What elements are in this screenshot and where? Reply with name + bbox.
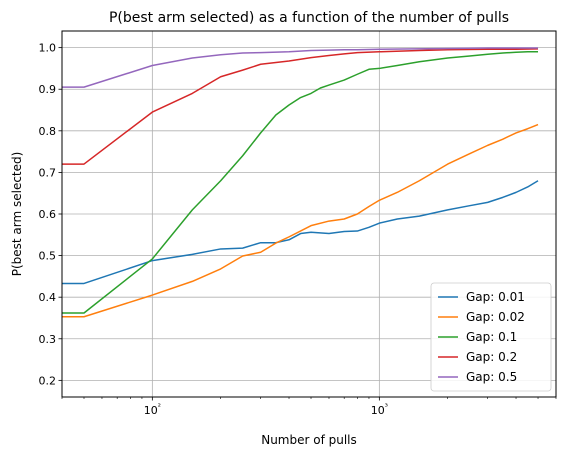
y-tick-label: 0.4 xyxy=(39,291,57,304)
legend: Gap: 0.01 Gap: 0.02 Gap: 0.1 Gap: 0.2 Gap: 0… xyxy=(430,282,552,392)
legend-entry: Gap: 0.2 xyxy=(466,350,517,364)
legend-entry: Gap: 0.5 xyxy=(466,370,517,384)
y-tick-label: 1.0 xyxy=(39,42,57,55)
series-line-1 xyxy=(62,180,539,285)
ticks-layer: 0.2 0.3 0.4 0.5 0.6 0.7 0.8 0.9 1.0 10² 10³ xyxy=(39,42,557,417)
y-tick-label: 0.5 xyxy=(39,250,57,263)
legend-box xyxy=(430,282,552,392)
y-tick-label: 0.9 xyxy=(39,83,57,96)
series-line-2 xyxy=(62,123,539,318)
y-tick-label: 0.8 xyxy=(39,125,57,138)
y-tick-label: 0.3 xyxy=(39,333,57,346)
x-axis-label: Number of pulls xyxy=(261,433,357,447)
y-tick-label: 0.2 xyxy=(39,374,57,387)
y-tick-label: 0.7 xyxy=(39,166,57,179)
x-tick-label: 10² xyxy=(144,402,161,417)
legend-entry: Gap: 0.01 xyxy=(466,290,525,304)
x-tick-label: 10³ xyxy=(371,402,388,417)
series-layer xyxy=(62,47,539,318)
series-line-4 xyxy=(62,48,539,165)
y-axis-label: P(best arm selected) xyxy=(10,152,24,277)
legend-entry: Gap: 0.1 xyxy=(466,330,517,344)
series-line-3 xyxy=(62,51,539,314)
y-tick-label: 0.6 xyxy=(39,208,57,221)
legend-entry: Gap: 0.02 xyxy=(466,310,525,324)
chart-title: P(best arm selected) as a function of th… xyxy=(109,10,509,26)
series-line-5 xyxy=(62,47,539,88)
